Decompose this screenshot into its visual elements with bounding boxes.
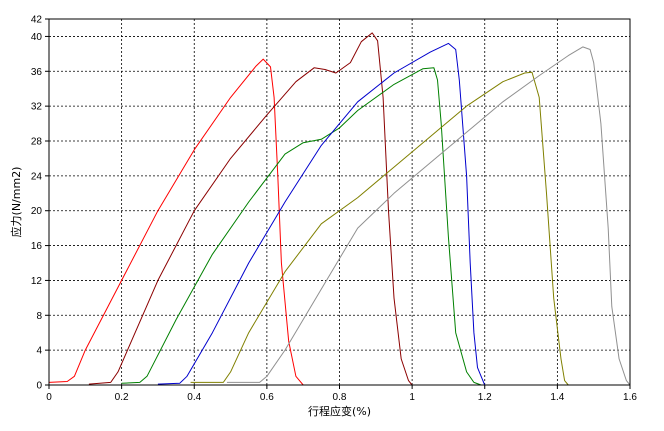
y-tick-label: 20 [31, 206, 43, 217]
series-line-5 [190, 71, 569, 386]
series-line-4 [157, 42, 486, 386]
y-tick-label: 4 [36, 346, 42, 357]
x-tick-label: 1.4 [550, 392, 564, 403]
x-tick-label: 0.2 [115, 392, 129, 403]
x-axis-ticks: 0 0.2 0.4 0.6 0.8 1 1.2 1.4 1.6 [46, 385, 637, 403]
series-line-2 [88, 32, 413, 386]
x-tick-label: 1.2 [478, 392, 492, 403]
grid [49, 19, 630, 385]
y-tick-label: 0 [36, 381, 42, 392]
y-tick-label: 36 [31, 67, 43, 78]
series-line-6 [226, 46, 631, 386]
y-tick-label: 16 [31, 241, 43, 252]
y-tick-label: 24 [31, 171, 43, 182]
x-tick-label: 0.6 [260, 392, 274, 403]
series-line-3 [121, 67, 482, 386]
x-axis-title: 行程应变(%) [308, 404, 371, 418]
y-axis-ticks: 0 4 8 12 16 20 24 28 32 36 40 42 [31, 15, 49, 392]
y-axis-title: 应力(N/mm2) [9, 167, 23, 238]
x-tick-label: 0 [46, 392, 52, 403]
x-tick-label: 0.4 [187, 392, 201, 403]
y-tick-label: 28 [31, 137, 43, 148]
series-line-1 [48, 58, 304, 386]
x-tick-label: 0.8 [333, 392, 347, 403]
series-group [48, 32, 631, 386]
x-tick-label: 1 [409, 392, 415, 403]
y-tick-label: 8 [36, 311, 42, 322]
y-tick-label: 42 [31, 15, 43, 26]
y-tick-label: 12 [31, 276, 43, 287]
x-tick-label: 1.6 [623, 392, 637, 403]
y-tick-label: 32 [31, 102, 43, 113]
y-tick-label: 40 [31, 32, 43, 43]
